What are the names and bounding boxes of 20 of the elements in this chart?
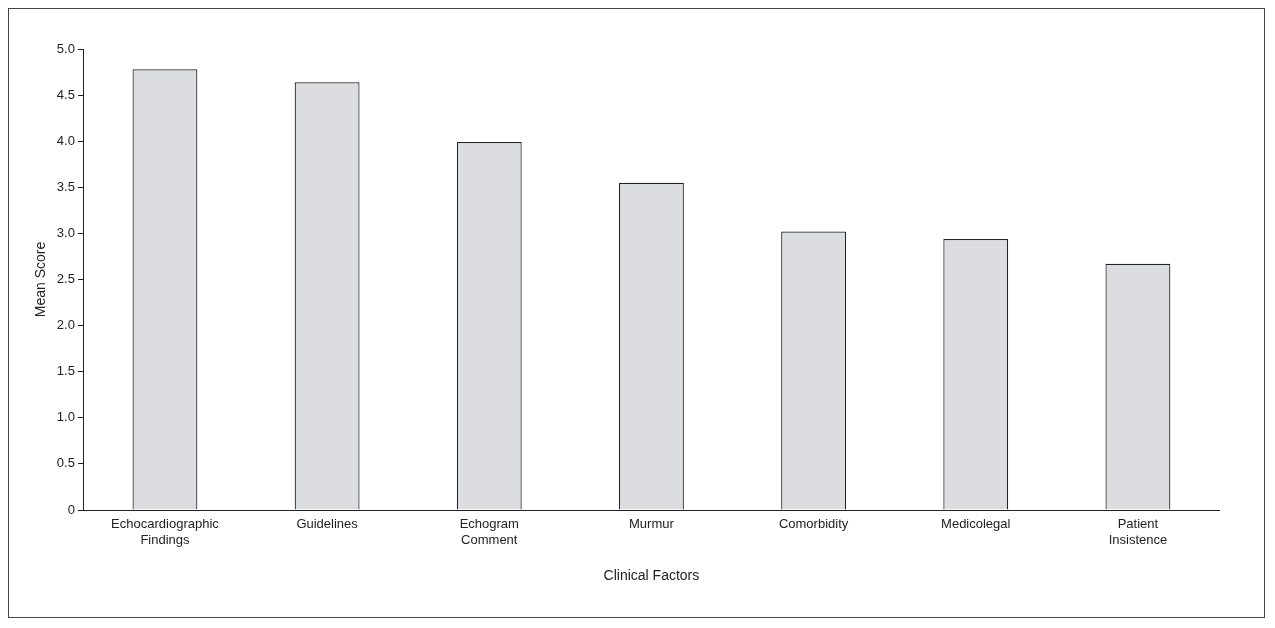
x-axis-title: Clinical Factors: [603, 567, 700, 584]
y-tick-label: 1.5: [56, 363, 75, 379]
x-tick-label: Murmur: [629, 516, 675, 532]
x-tick-label: Echogram Comment: [459, 516, 519, 547]
y-tick-label: 3.5: [56, 178, 75, 194]
x-tick-label: Echocardiographic Findings: [111, 516, 220, 547]
y-tick-label: 4.5: [56, 86, 75, 102]
y-tick-label: 0: [67, 501, 75, 517]
x-tick-label: Comorbidity: [778, 516, 849, 532]
y-tick-label: 0.5: [56, 455, 75, 471]
y-tick-label: 4.0: [56, 132, 75, 148]
x-tick-label: Medicolegal: [941, 516, 1011, 532]
x-tick-label: Guidelines: [296, 516, 359, 532]
y-tick-label: 2.0: [56, 317, 75, 333]
y-tick-label: 1.0: [56, 409, 75, 425]
y-tick-label: 3.0: [56, 224, 75, 240]
y-tick-label: 5.0: [56, 40, 75, 56]
y-axis-title: Mean Score: [32, 241, 49, 318]
x-tick-label: Patient Insistence: [1108, 516, 1168, 547]
y-tick-label: 2.5: [56, 271, 75, 287]
